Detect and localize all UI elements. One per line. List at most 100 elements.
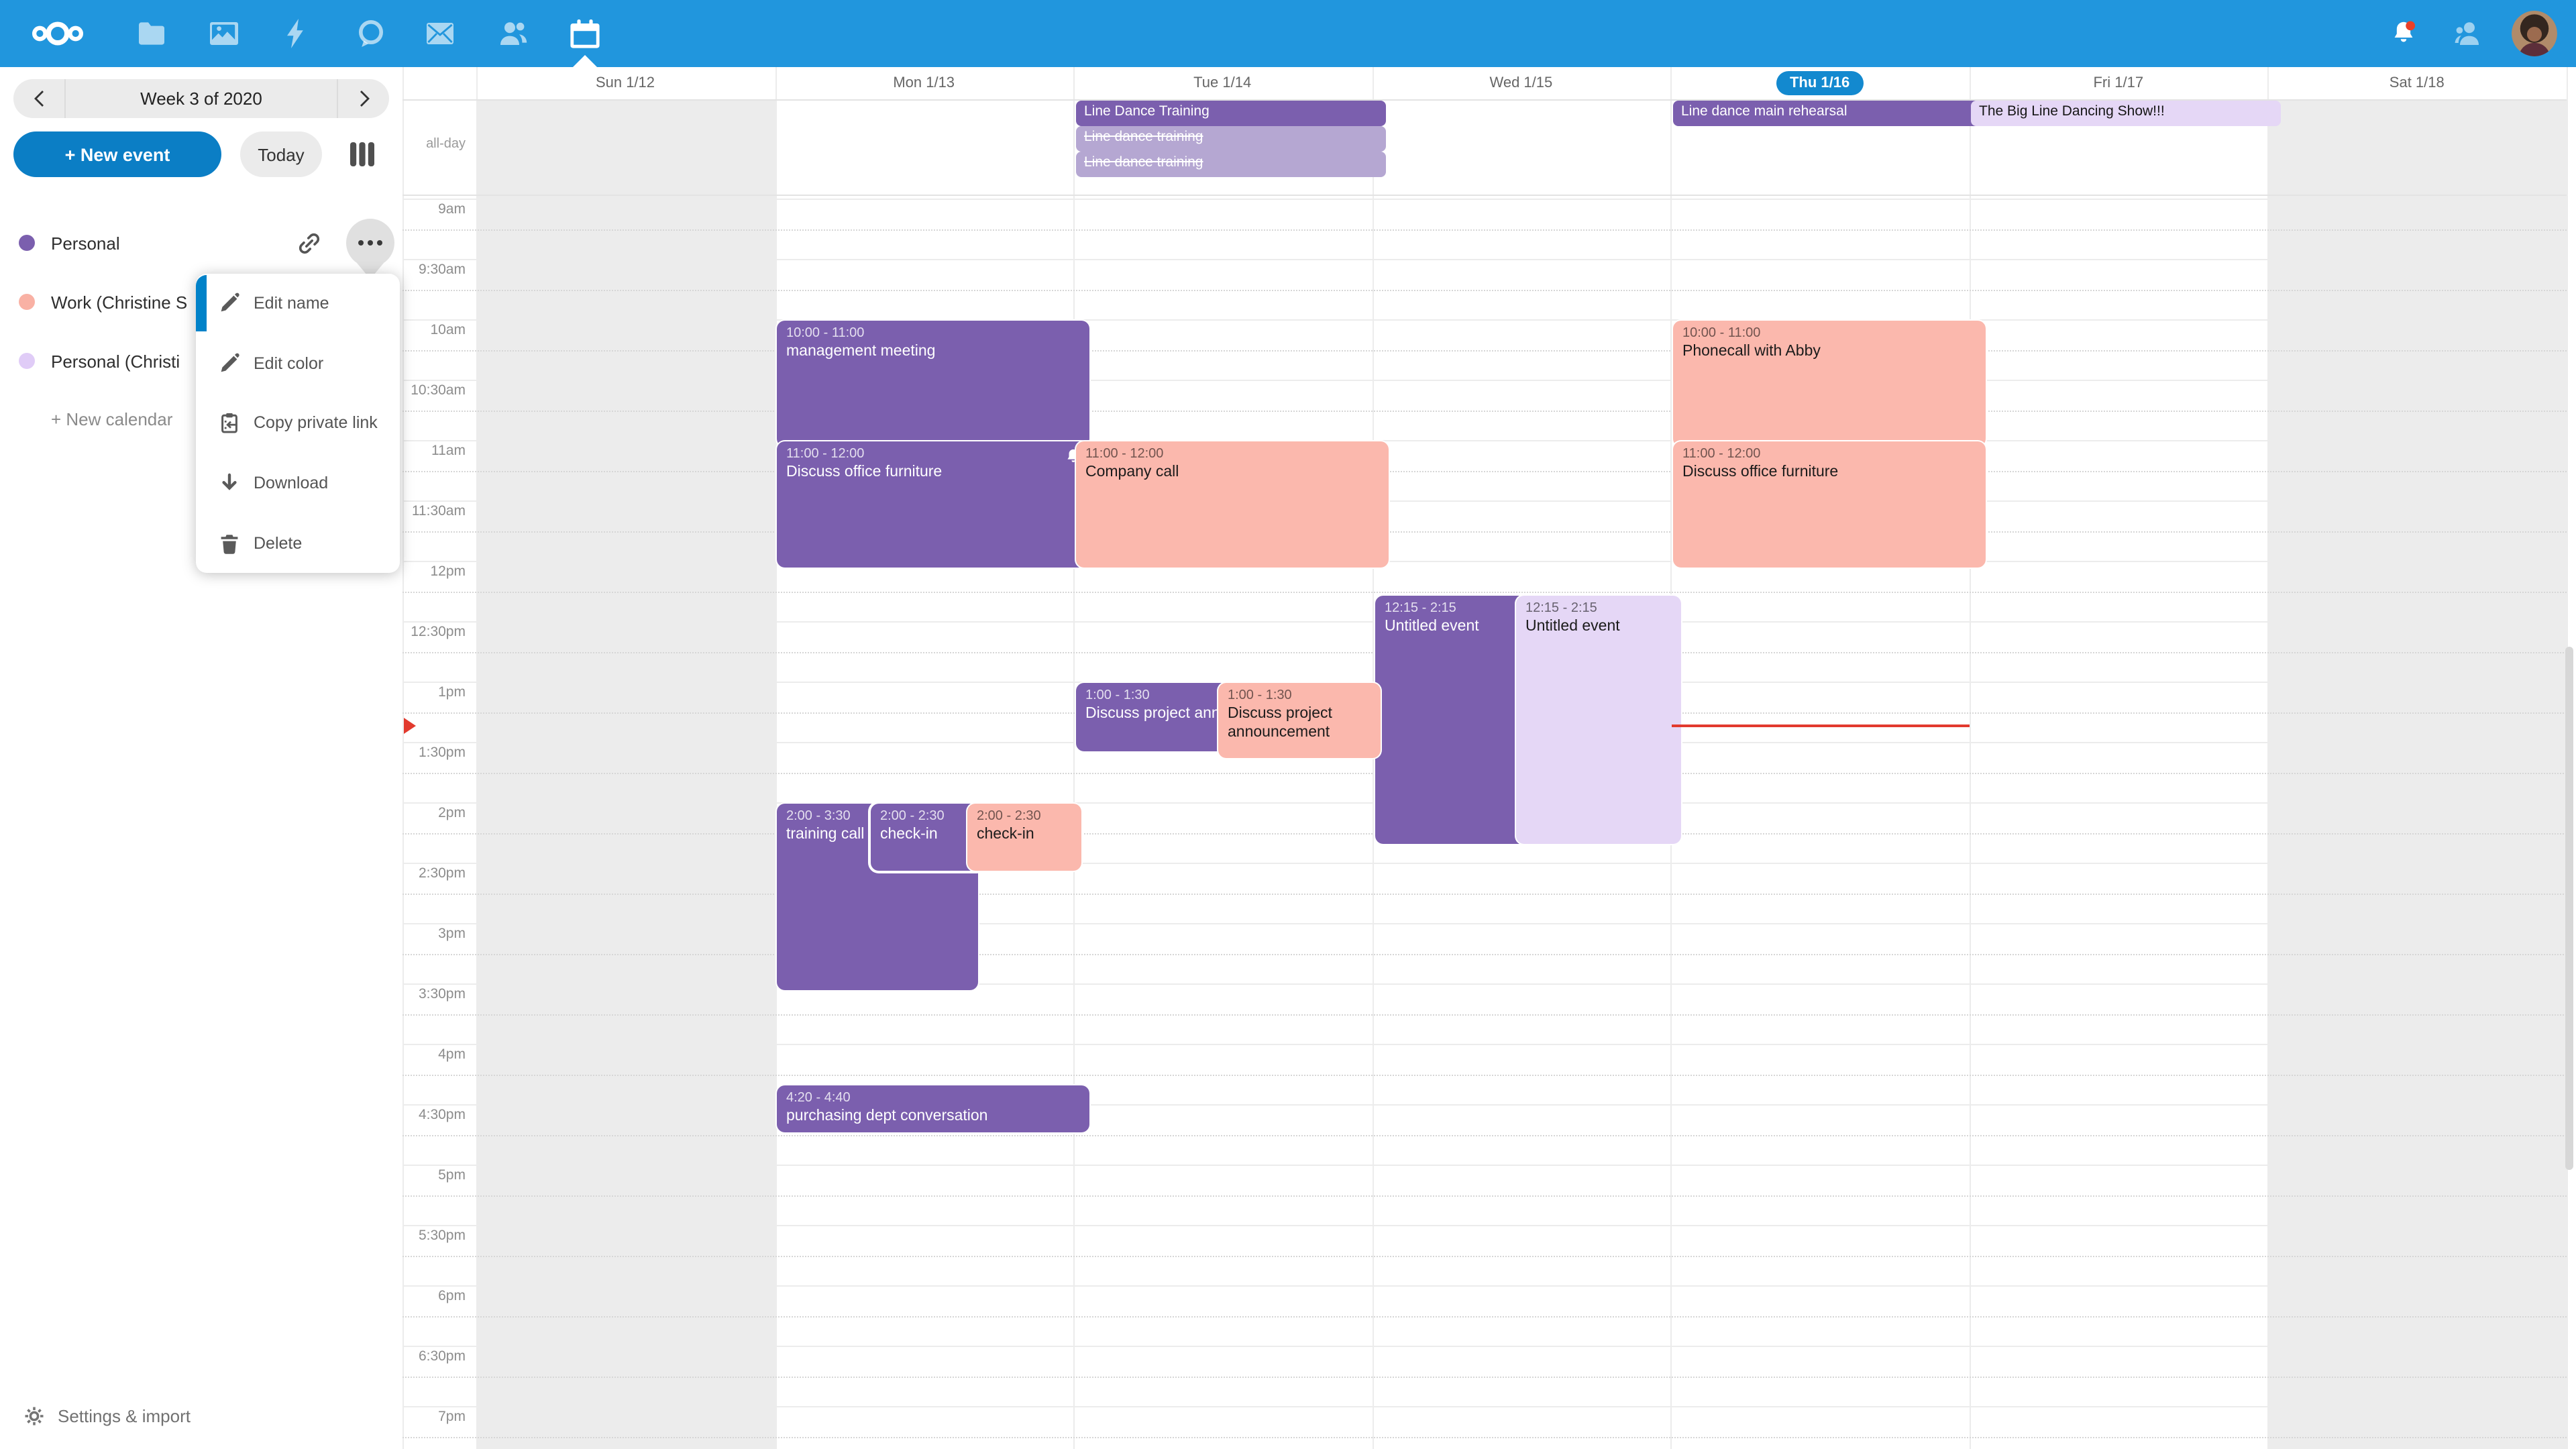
allday-event[interactable]: The Big Line Dancing Show!!! — [1971, 101, 2281, 126]
event-title: check-in — [977, 826, 1034, 843]
files-app-icon[interactable] — [115, 0, 188, 67]
menu-item-label: Delete — [254, 533, 303, 553]
photos-app-icon[interactable] — [188, 0, 260, 67]
day-header-wed[interactable]: Wed 1/15 — [1372, 67, 1670, 99]
notifications-bell-icon[interactable] — [2367, 0, 2439, 67]
menu-item-edit-name[interactable]: Edit name — [196, 274, 400, 333]
week-label[interactable]: Week 3 of 2020 — [140, 89, 262, 109]
settings-import-button[interactable]: Settings & import — [24, 1406, 191, 1426]
event-time: 12:15 - 2:15 — [1385, 601, 1456, 616]
next-week-button[interactable] — [338, 79, 389, 118]
time-label: 3pm — [438, 926, 466, 942]
event[interactable]: 2:00 - 2:30 check-in — [967, 804, 1081, 871]
calendar-item-personal-christine[interactable]: Personal (Christi — [0, 331, 402, 390]
today-button[interactable]: Today — [240, 131, 322, 177]
current-time-arrow — [404, 718, 416, 734]
contacts-menu-icon[interactable] — [2431, 0, 2504, 67]
day-header-tue[interactable]: Tue 1/14 — [1073, 67, 1371, 99]
talk-app-icon[interactable] — [334, 0, 407, 67]
time-label: 1:30pm — [418, 745, 466, 761]
event[interactable]: 11:00 - 12:00 Discuss office furniture — [777, 441, 1089, 568]
time-label: 12pm — [430, 564, 466, 580]
all-day-label: all-day — [426, 137, 466, 152]
day-label: Fri 1/17 — [2093, 75, 2144, 91]
menu-item-edit-color[interactable]: Edit color — [196, 333, 400, 393]
event-title: Discuss office furniture — [1682, 464, 1839, 480]
grid-line — [402, 953, 2567, 955]
grid-line — [402, 1346, 2567, 1347]
event[interactable]: 10:00 - 11:00 management meeting — [777, 321, 1089, 447]
day-header-mon[interactable]: Mon 1/13 — [775, 67, 1073, 99]
event[interactable]: 11:00 - 12:00 Company call — [1076, 441, 1389, 568]
event[interactable]: 4:20 - 4:40 purchasing dept conversation — [777, 1085, 1089, 1132]
mail-app-icon[interactable] — [404, 0, 476, 67]
day-label: Wed 1/15 — [1489, 75, 1553, 91]
day-header-fri[interactable]: Fri 1/17 — [1970, 67, 2267, 99]
grid-line — [402, 440, 2567, 441]
grid-line — [775, 67, 777, 1449]
calendar-color-dot — [19, 294, 35, 310]
event-title: Phonecall with Abby — [1682, 343, 1821, 360]
grid-line — [402, 1165, 2567, 1166]
time-label: 9:30am — [418, 262, 466, 278]
weekend-shading — [476, 99, 775, 1449]
time-label: 10am — [430, 322, 466, 338]
menu-item-copy-private-link[interactable]: Copy private link — [196, 393, 400, 453]
avatar[interactable] — [2498, 0, 2571, 67]
calendar-item-work[interactable]: Work (Christine S — [0, 272, 402, 331]
grid-line — [476, 67, 478, 1449]
grid-line — [402, 1225, 2567, 1226]
previous-week-button[interactable] — [13, 79, 64, 118]
grid-line — [402, 1195, 2567, 1196]
time-label: 6:30pm — [418, 1348, 466, 1364]
event[interactable]: 12:15 - 2:15 Untitled event — [1375, 596, 1534, 844]
day-header-sun[interactable]: Sun 1/12 — [476, 67, 774, 99]
trash-icon — [221, 534, 238, 554]
pencil-icon — [221, 293, 239, 312]
allday-event-cancelled[interactable]: Line dance training — [1076, 126, 1386, 152]
event-title: Untitled event — [1525, 619, 1620, 635]
grid-line — [402, 1255, 2567, 1256]
event[interactable]: 1:00 - 1:30 Discuss project announcement — [1076, 683, 1238, 751]
top-bar — [0, 0, 2576, 67]
allday-event[interactable]: Line dance main rehearsal — [1673, 101, 1983, 126]
share-link-icon[interactable] — [297, 231, 322, 256]
event-time: 11:00 - 12:00 — [1682, 447, 1761, 462]
calendar-item-personal[interactable]: Personal — [0, 213, 402, 272]
calendar-color-dot — [19, 353, 35, 369]
contacts-app-icon[interactable] — [476, 0, 549, 67]
nextcloud-logo-icon[interactable] — [21, 0, 94, 67]
grid-line — [402, 1316, 2567, 1317]
grid-line — [1073, 67, 1075, 1449]
new-event-button[interactable]: + New event — [13, 131, 221, 177]
event[interactable]: 11:00 - 12:00 Discuss office furniture — [1673, 441, 1986, 568]
event-title: training call — [786, 826, 865, 843]
activity-app-icon[interactable] — [259, 0, 331, 67]
allday-event[interactable]: Line Dance Training — [1076, 101, 1386, 126]
day-header-sat[interactable]: Sat 1/18 — [2268, 67, 2566, 99]
calendar-actions-button[interactable] — [346, 219, 394, 267]
time-label: 11:30am — [411, 503, 466, 519]
allday-event-cancelled[interactable]: Line dance training — [1076, 152, 1386, 177]
event-time: 1:00 - 1:30 — [1228, 688, 1292, 703]
grid-line — [402, 410, 2567, 411]
event-time: 11:00 - 12:00 — [1085, 447, 1164, 462]
menu-item-download[interactable]: Download — [196, 453, 400, 513]
nextcloud-logo — [32, 21, 83, 46]
grid-line — [402, 1436, 2567, 1438]
vertical-scrollbar[interactable] — [2565, 647, 2573, 1170]
calendar-app-icon[interactable] — [549, 0, 621, 67]
gear-icon — [25, 1407, 44, 1426]
event-time: 10:00 - 11:00 — [786, 326, 865, 341]
event[interactable]: 10:00 - 11:00 Phonecall with Abby — [1673, 321, 1986, 447]
event[interactable]: 12:15 - 2:15 Untitled event — [1516, 596, 1681, 844]
event-title: Discuss project announcement — [1085, 706, 1238, 722]
view-switcher-icon[interactable] — [346, 140, 378, 169]
active-app-indicator — [573, 55, 597, 67]
event[interactable]: 1:00 - 1:30 Discuss project announcement — [1218, 683, 1381, 758]
new-calendar-button[interactable]: + New calendar — [51, 409, 173, 429]
grid-line — [402, 350, 2567, 351]
day-header-thu-today[interactable]: Thu 1/16 — [1671, 67, 1969, 99]
event[interactable]: 2:00 - 2:30 check-in — [871, 804, 985, 871]
menu-item-delete[interactable]: Delete — [196, 513, 400, 573]
